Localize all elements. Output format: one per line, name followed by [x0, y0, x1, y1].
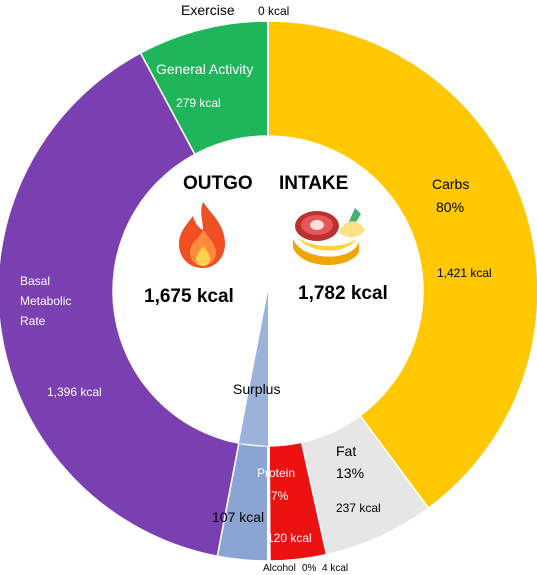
protein-label: Protein — [257, 466, 295, 480]
fat-percent: 13% — [336, 465, 364, 481]
surplus-value: 107 kcal — [212, 509, 264, 525]
alcohol-value: 4 kcal — [322, 563, 348, 574]
protein-percent: 7% — [271, 489, 289, 503]
carbs-label: Carbs — [432, 176, 469, 192]
intake-heading: INTAKE — [279, 173, 348, 194]
surplus-label: Surplus — [233, 381, 280, 397]
carbs-value: 1,421 kcal — [437, 266, 492, 280]
general-activity-value: 279 kcal — [176, 96, 221, 110]
protein-value: 120 kcal — [267, 531, 312, 545]
outgo-total: 1,675 kcal — [144, 286, 234, 307]
bmr-value: 1,396 kcal — [47, 385, 102, 399]
alcohol-percent: 0% — [302, 563, 317, 574]
exercise-value: 0 kcal — [258, 4, 289, 18]
fat-value: 237 kcal — [336, 501, 381, 515]
bmr-label-line-1: Basal — [20, 274, 50, 288]
bmr-label-line-2: Metabolic — [20, 294, 71, 308]
carbs-percent: 80% — [436, 199, 464, 215]
fat-label: Fat — [336, 443, 356, 459]
fire-icon — [179, 202, 225, 268]
exercise-label: Exercise — [181, 2, 235, 18]
intake-total: 1,782 kcal — [298, 283, 388, 304]
surplus-wedge — [238, 291, 268, 446]
general-activity-label: General Activity — [156, 61, 253, 77]
meal-icon — [293, 208, 365, 266]
bmr-label-line-3: Rate — [20, 314, 46, 328]
outgo-heading: OUTGO — [183, 173, 253, 194]
alcohol-label: Alcohol — [263, 563, 296, 574]
